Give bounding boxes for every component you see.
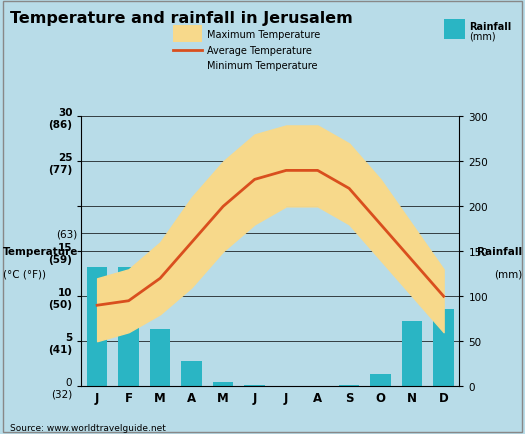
Text: (mm): (mm) xyxy=(494,269,522,278)
Bar xyxy=(150,329,170,386)
Bar xyxy=(213,382,233,386)
Bar xyxy=(87,268,108,386)
Text: Rainfall: Rainfall xyxy=(469,23,511,32)
Bar xyxy=(182,361,202,386)
Text: Minimum Temperature: Minimum Temperature xyxy=(207,61,318,70)
Text: (mm): (mm) xyxy=(469,32,496,42)
Bar xyxy=(371,374,391,386)
Text: Rainfall: Rainfall xyxy=(477,247,522,256)
Text: (63): (63) xyxy=(57,229,78,239)
Text: Temperature: Temperature xyxy=(3,247,78,256)
Text: Temperature and rainfall in Jerusalem: Temperature and rainfall in Jerusalem xyxy=(10,11,353,26)
Bar xyxy=(434,309,454,386)
Text: Average Temperature: Average Temperature xyxy=(207,46,312,56)
Bar xyxy=(339,385,359,386)
Bar xyxy=(402,322,423,386)
Bar xyxy=(244,385,265,386)
Text: (°C (°F)): (°C (°F)) xyxy=(3,269,46,278)
Bar xyxy=(119,268,139,386)
Text: Source: www.worldtravelguide.net: Source: www.worldtravelguide.net xyxy=(10,423,166,432)
Text: Maximum Temperature: Maximum Temperature xyxy=(207,30,321,40)
